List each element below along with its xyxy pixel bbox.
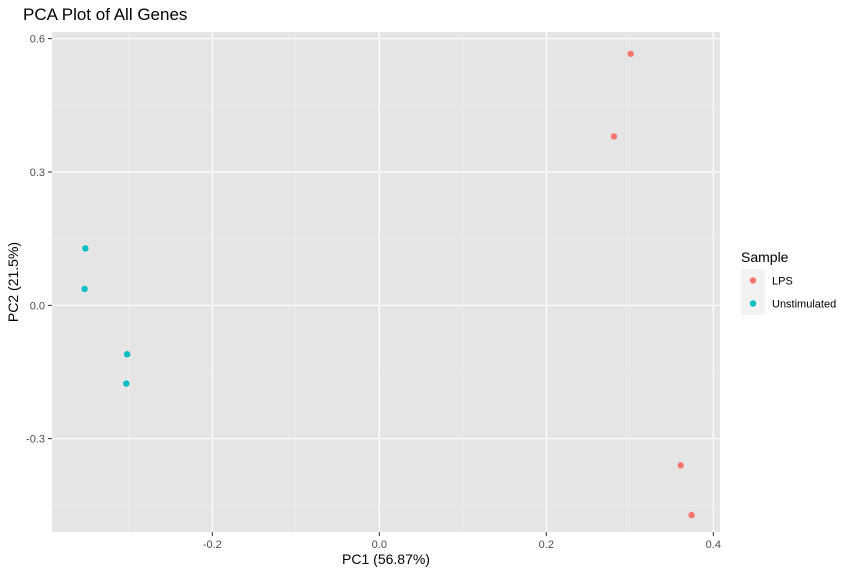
legend-label-unstimulated: Unstimulated: [772, 299, 836, 311]
x-tick-label: -0.2: [203, 539, 222, 551]
x-tick-label: 0.4: [706, 539, 721, 551]
legend-key-unstimulated: [749, 300, 757, 307]
point-lps: [688, 511, 695, 519]
x-tick-label: 0.2: [539, 539, 554, 551]
x-tick-label: 0.0: [372, 539, 387, 551]
point-unstimulated: [123, 351, 131, 358]
legend-key-lps: [749, 277, 757, 284]
y-tick-label: 0.3: [30, 167, 45, 179]
y-tick-label: -0.3: [26, 434, 45, 446]
y-axis-title: PC2 (21.5%): [5, 242, 21, 322]
legend: Sample LPS Unstimulated: [741, 249, 836, 315]
x-axis-title: PC1 (56.87%): [342, 551, 430, 567]
point-unstimulated: [123, 380, 130, 387]
y-tick-label: 0.0: [30, 300, 45, 312]
chart-title: PCA Plot of All Genes: [23, 5, 187, 24]
legend-label-lps: LPS: [772, 276, 793, 288]
point-lps: [610, 133, 618, 140]
plot-panel: [52, 32, 720, 532]
point-unstimulated: [82, 245, 89, 252]
grid-lines: [52, 32, 720, 532]
point-unstimulated: [81, 285, 88, 293]
point-lps: [677, 462, 684, 469]
axis-ticks: -0.2 0.0 0.2 0.4 -0.3 0.0 0.3 0.6: [26, 34, 721, 551]
legend-title: Sample: [741, 249, 789, 265]
point-lps: [627, 50, 634, 57]
y-tick-label: 0.6: [30, 34, 45, 46]
data-points: [81, 50, 695, 519]
